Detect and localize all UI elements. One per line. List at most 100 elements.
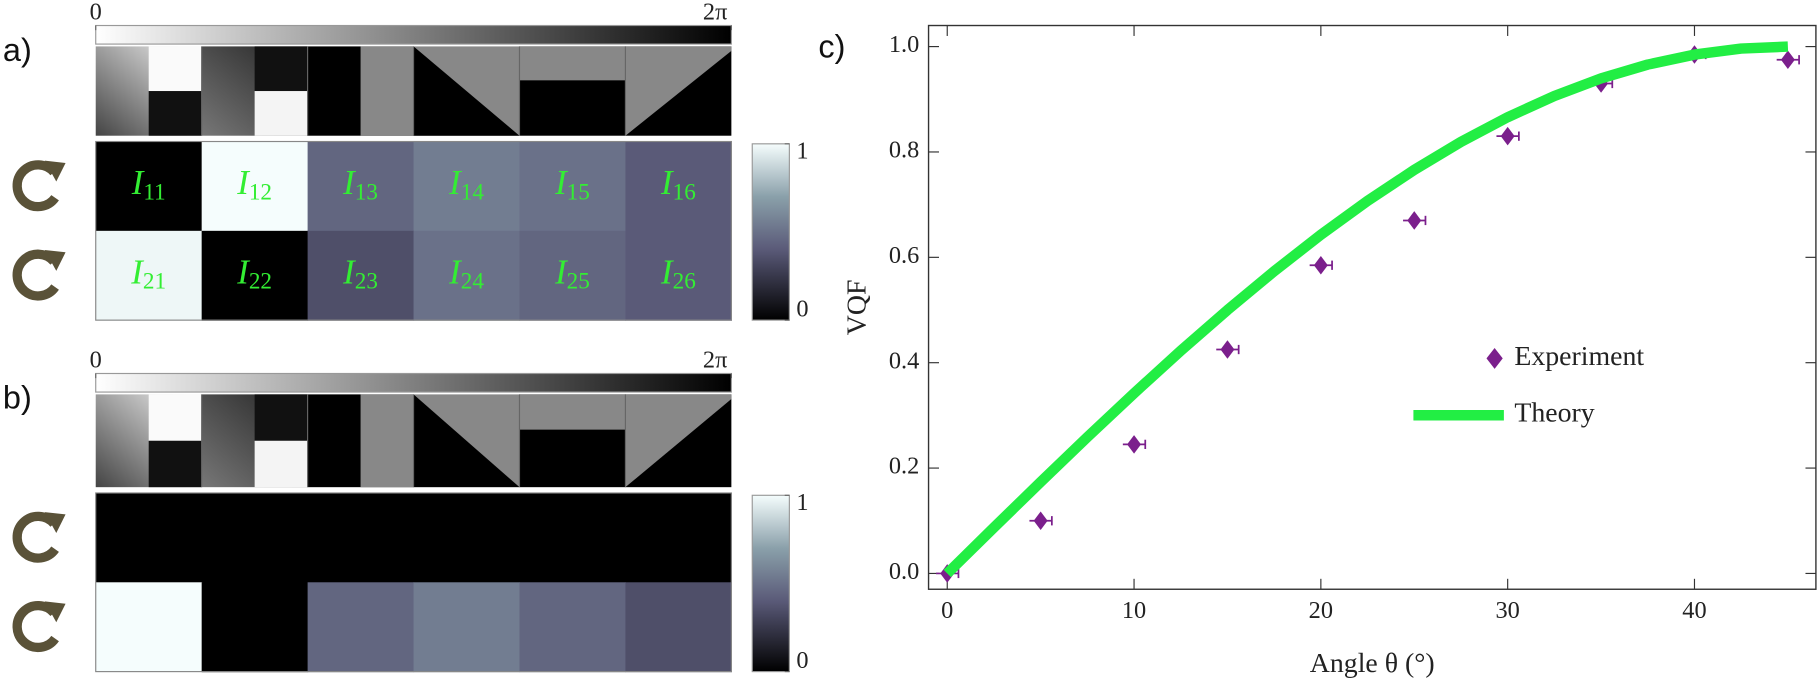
panel-label: c) bbox=[818, 28, 845, 64]
cell-label: I16 bbox=[660, 163, 696, 205]
cell-label-symbol: I bbox=[660, 252, 674, 291]
x-tick-label: 10 bbox=[1122, 597, 1146, 624]
cell-label-index: 24 bbox=[461, 269, 485, 295]
colorbar-tick-label: 0 bbox=[796, 295, 808, 322]
rotation-arrowhead bbox=[44, 160, 66, 182]
heatmap-cell bbox=[95, 492, 203, 583]
experiment-point bbox=[1127, 435, 1142, 454]
y-tick-label: 0.4 bbox=[889, 347, 919, 374]
cell-label: I23 bbox=[342, 252, 378, 294]
legend-swatch bbox=[1486, 347, 1503, 369]
experiment-point bbox=[1313, 255, 1328, 275]
cell-label: I22 bbox=[236, 252, 272, 294]
phase-tick-label: 2π bbox=[703, 346, 727, 373]
heatmap-frame bbox=[95, 140, 732, 321]
heatmap-cell bbox=[413, 582, 521, 673]
heatmap-cell bbox=[625, 230, 732, 321]
mask-region bbox=[148, 394, 202, 441]
legend-label: Experiment bbox=[1514, 341, 1644, 372]
legend-label: Theory bbox=[1514, 398, 1594, 429]
mask-region bbox=[254, 394, 308, 441]
rotation-arrowhead bbox=[44, 512, 66, 533]
cell-label-index: 14 bbox=[461, 180, 485, 206]
experiment-point bbox=[1780, 50, 1795, 70]
heatmap-cell bbox=[519, 230, 627, 321]
rotation-icon bbox=[12, 160, 66, 212]
intensity-colorbar bbox=[751, 143, 790, 321]
panel-label: b) bbox=[3, 380, 32, 416]
panel-label: a) bbox=[3, 32, 32, 68]
cell-label: I12 bbox=[236, 163, 272, 205]
x-tick-label: 0 bbox=[941, 597, 953, 624]
y-tick-label: 0.6 bbox=[889, 242, 919, 269]
y-tick-label: 0.2 bbox=[889, 453, 919, 480]
heatmap-cell bbox=[625, 141, 732, 232]
mask-region bbox=[148, 440, 202, 488]
y-axis-label: VQF bbox=[841, 280, 872, 336]
heatmap-cell bbox=[95, 141, 203, 232]
phase-masks bbox=[95, 46, 732, 136]
x-tick-label: 30 bbox=[1495, 597, 1519, 624]
mask-region bbox=[625, 394, 732, 488]
y-tick-label: 0.8 bbox=[889, 137, 919, 164]
colorbar-tick-label: 1 bbox=[796, 489, 808, 516]
heatmap-cell bbox=[201, 141, 309, 232]
cell-label-symbol: I bbox=[554, 163, 568, 202]
cell-label-symbol: I bbox=[342, 163, 356, 202]
phase-tick-label: 0 bbox=[90, 0, 102, 26]
heatmap-frame bbox=[95, 492, 732, 673]
heatmap-cell bbox=[201, 230, 309, 321]
heatmap-cell bbox=[519, 141, 627, 232]
mask-region bbox=[413, 394, 520, 488]
rotation-arrowhead bbox=[44, 249, 66, 271]
heatmap-cell bbox=[625, 582, 732, 673]
cell-label-index: 12 bbox=[249, 180, 272, 206]
heatmap-cell bbox=[413, 230, 521, 321]
heatmap-cell bbox=[201, 492, 309, 583]
cell-label: I26 bbox=[660, 252, 696, 294]
cell-label: I13 bbox=[342, 163, 378, 205]
cell-label-index: 25 bbox=[567, 269, 590, 295]
mask-region bbox=[360, 394, 414, 488]
phase-colorbar bbox=[95, 372, 732, 393]
heatmap-cell bbox=[519, 492, 627, 583]
heatmap-cell bbox=[95, 582, 203, 673]
colorbar-tick-label: 1 bbox=[796, 138, 808, 165]
cell-label-symbol: I bbox=[131, 163, 145, 202]
cell-label-index: 16 bbox=[673, 180, 696, 206]
cell-label-symbol: I bbox=[236, 163, 250, 202]
y-tick-label: 1.0 bbox=[889, 31, 919, 58]
cell-label-index: 21 bbox=[143, 269, 166, 295]
mask-region bbox=[148, 46, 202, 92]
cell-label-index: 11 bbox=[143, 180, 165, 206]
cell-label-symbol: I bbox=[342, 252, 356, 291]
rotation-icon bbox=[12, 249, 66, 301]
mask-region bbox=[254, 440, 308, 488]
rotation-icon bbox=[12, 511, 66, 563]
heatmap-cell bbox=[307, 230, 415, 321]
cell-label-symbol: I bbox=[554, 252, 568, 291]
y-tick-label: 0.0 bbox=[889, 558, 919, 585]
experiment-point bbox=[1500, 126, 1515, 146]
cell-label-symbol: I bbox=[448, 252, 462, 291]
cell-label: I15 bbox=[554, 163, 590, 205]
experiment-point bbox=[1407, 211, 1422, 230]
experiment-point bbox=[1033, 511, 1048, 531]
mask-region bbox=[254, 46, 308, 92]
cell-label-symbol: I bbox=[236, 252, 250, 291]
mask-region bbox=[519, 46, 626, 81]
rotation-arc bbox=[12, 601, 59, 652]
cell-label-index: 26 bbox=[673, 269, 696, 295]
plot-frame bbox=[927, 24, 1817, 590]
cell-label-index: 23 bbox=[355, 269, 378, 295]
rotation-arc bbox=[12, 160, 59, 212]
x-axis-label: Angle θ (°) bbox=[1310, 648, 1435, 679]
heatmap-cell bbox=[413, 141, 521, 232]
cell-label: I11 bbox=[131, 163, 166, 205]
phase-masks bbox=[95, 394, 732, 488]
rotation-arc bbox=[12, 511, 59, 563]
heatmap-cell bbox=[201, 582, 309, 673]
intensity-colorbar bbox=[751, 494, 790, 673]
cell-label-index: 22 bbox=[249, 269, 272, 295]
